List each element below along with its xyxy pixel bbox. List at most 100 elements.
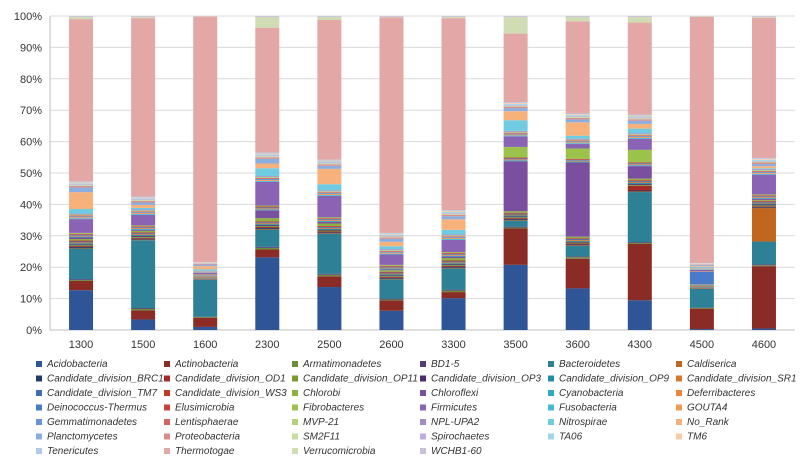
bar-segment-verrucomicrobia (441, 16, 466, 19)
bar-segment-deinococcus-thermus (317, 219, 342, 221)
bar-segment-proteobacteria (193, 263, 218, 265)
bar-segment-caldiserica (317, 233, 342, 234)
legend-label: Caldiserica (687, 359, 737, 370)
legend-item-chlorobi: Chlorobi (292, 388, 341, 399)
bar-segment-cyanobacteria (441, 255, 466, 257)
legend-swatch (420, 375, 426, 382)
bar-segment-candidate-division-op9 (441, 263, 466, 265)
bar-segment-mvp-21 (317, 191, 342, 193)
legend-item-candidate-division-op9: Candidate_division_OP9 (548, 374, 670, 385)
legend-item-tenericutes: Tenericutes (36, 446, 98, 457)
legend-item-proteobacteria: Proteobacteria (164, 432, 240, 443)
bar-stack-4300 (627, 16, 652, 330)
legend-swatch (164, 404, 170, 411)
bar-segment-bacteroidetes (69, 248, 94, 280)
bar-segment-nitrospirae (751, 168, 776, 170)
legend-swatch (420, 390, 426, 396)
bar-segment-candidate-division-sr1 (255, 223, 280, 225)
bar-segment-fibrobacteres (565, 148, 590, 159)
bar-segment-actinobacteria (627, 243, 652, 301)
legend-swatch (292, 404, 298, 411)
bar-segment-bd1-5 (317, 273, 342, 275)
bar-segment-candidate-division-od1 (69, 246, 94, 247)
bar-segment-gemmatimonadetes (255, 179, 280, 180)
bar-segment-bd1-5 (379, 298, 404, 300)
bar-segment-nitrospirae (193, 269, 218, 271)
bar-segment-planctomycetes (379, 238, 404, 242)
legend-item-no-rank: No_Rank (676, 417, 730, 428)
bar-segment-mvp-21 (565, 139, 590, 141)
bar-segment-mvp-21 (627, 134, 652, 136)
bar-segment-caldiserica (565, 245, 590, 246)
bar-segment-chlorobi (627, 178, 652, 181)
bar-segment-candidate-division-op3 (441, 264, 466, 266)
bar-segment-fibrobacteres (255, 205, 280, 207)
y-tick-label: 60% (20, 137, 42, 149)
bar-segment-tm6 (627, 115, 652, 117)
bar-segment-fibrobacteres (131, 225, 156, 227)
bar-segment-armatimonadetes (193, 317, 218, 318)
bar-segment-candidate-division-sr1 (565, 239, 590, 241)
legend-label: Candidate_division_OP3 (431, 374, 542, 385)
bar-segment-verrucomicrobia (317, 16, 342, 20)
bar-segment-candidate-division-od1 (317, 231, 342, 233)
legend-item-gemmatimonadetes: Gemmatimonadetes (36, 417, 137, 428)
bar-segment-candidate-division-tm7 (627, 181, 652, 183)
x-tick-label: 2500 (317, 339, 341, 351)
bar-segment-tm6 (441, 211, 466, 212)
bar-segment-candidate-division-op3 (255, 225, 280, 227)
legend-label: Candidate_division_WS3 (175, 388, 287, 399)
bar-segment-fusobacteria (627, 137, 652, 139)
bar-segment-tm6 (69, 182, 94, 184)
y-tick-label: 30% (20, 231, 42, 243)
bar-segment-npl-upa2 (627, 133, 652, 135)
bar-segment-planctomycetes (131, 202, 156, 205)
bar-segment-spirochaetes (379, 235, 404, 237)
bar-segment-firmicutes (317, 195, 342, 218)
bar-segment-planctomycetes (69, 187, 94, 193)
bar-segment-bd1-5 (441, 289, 466, 291)
bar-segment-chlorobi (255, 218, 280, 222)
bar-segment-verrucomicrobia (689, 16, 714, 17)
bar-segment-chlorobi (193, 276, 218, 277)
bar-segment-chloroflexi (317, 221, 342, 224)
bar-segment-fibrobacteres (379, 264, 404, 266)
y-tick-label: 0% (26, 325, 42, 337)
legend-item-npl-upa2: NPL-UPA2 (420, 417, 480, 428)
bar-segment-gemmatimonadetes (131, 212, 156, 214)
legend-swatch (548, 375, 554, 382)
legend-label: GOUTA4 (687, 403, 728, 414)
bar-segment-candidate-division-ws3 (751, 200, 776, 202)
bar-segment-elusimicrobia (379, 265, 404, 267)
x-tick-label: 3600 (565, 339, 589, 351)
legend-item-spirochaetes: Spirochaetes (420, 432, 489, 443)
bar-segment-npl-upa2 (317, 190, 342, 192)
bar-stack-1500 (131, 16, 156, 330)
bar-segment-npl-upa2 (131, 209, 156, 211)
bar-segment-firmicutes (193, 272, 218, 275)
legend-item-verrucomicrobia: Verrucomicrobia (292, 446, 376, 457)
bar-segment-fibrobacteres (627, 149, 652, 163)
bar-segment-gemmatimonadetes (627, 136, 652, 138)
bar-segment-candidate-division-tm7 (751, 201, 776, 203)
bar-segment-tm6 (503, 102, 528, 104)
bar-segment-deferribacteres (565, 160, 590, 162)
bar-segment-wchb1-60 (379, 16, 404, 17)
bar-segment-deferribacteres (379, 267, 404, 269)
bar-segment-chloroflexi (131, 229, 156, 231)
bar-segment-sm2f11 (441, 213, 466, 215)
bar-segment-planctomycetes (751, 164, 776, 167)
bar-segment-deferribacteres (751, 197, 776, 199)
bar-segment-sm2f11 (751, 161, 776, 163)
legend-item-chloroflexi: Chloroflexi (420, 388, 479, 399)
bar-segment-lentisphaerae (379, 250, 404, 252)
y-axis: 0% 10% 20% 30% 40% 50% 60% 70% 80% 90% 100% (14, 11, 795, 337)
bar-segment-caldiserica (131, 239, 156, 241)
bar-segment-lentisphaerae (317, 192, 342, 194)
bar-segment-candidate-division-op11 (565, 242, 590, 244)
bar-segment-candidate-division-op3 (379, 275, 404, 277)
bar-segment-armatimonadetes (131, 308, 156, 311)
bar-segment-firmicutes (627, 138, 652, 150)
bar-segment-deinococcus-thermus (379, 266, 404, 268)
bar-segment-candidate-division-ws3 (441, 260, 466, 262)
